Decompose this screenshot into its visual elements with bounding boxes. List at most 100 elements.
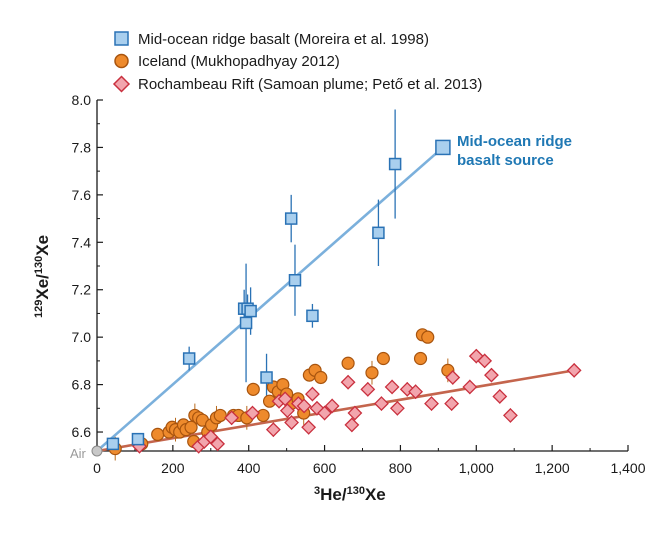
- scatter-point-mor: [244, 304, 257, 318]
- scatter-point-rochambeau: [224, 410, 240, 426]
- y-tick-label: 7.4: [72, 234, 92, 250]
- scatter-point-iceland: [256, 408, 270, 423]
- scatter-point-rochambeau: [389, 400, 405, 416]
- annotation-line-1: Mid-ocean ridge: [457, 133, 572, 150]
- scatter-point-rochambeau: [284, 415, 299, 430]
- scatter-point-rochambeau: [462, 379, 478, 395]
- scatter-point-mor: [106, 437, 120, 451]
- scatter-point-rochambeau: [265, 422, 281, 438]
- data-points: [91, 139, 582, 457]
- scatter-point-rochambeau: [408, 384, 424, 400]
- scatter-point-mor: [260, 371, 273, 384]
- legend-label-iceland: Iceland (Mukhopadhyay 2012): [138, 53, 340, 70]
- scatter-point-rochambeau: [477, 353, 493, 369]
- x-tick-label: 200: [161, 460, 185, 476]
- scatter-point-rochambeau: [503, 408, 518, 423]
- scatter-point-mor: [182, 352, 196, 365]
- annotation: Mid-ocean ridge basalt source: [457, 133, 572, 169]
- y-tick-label: 7.2: [72, 282, 92, 298]
- scatter-point-rochambeau: [360, 381, 376, 397]
- scatter-point-rochambeau: [424, 396, 439, 411]
- x-tick-label: 600: [313, 460, 337, 476]
- scatter-point-mor: [239, 316, 253, 330]
- scatter-point-rochambeau: [444, 396, 460, 411]
- scatter-point-iceland: [314, 370, 328, 385]
- y-axis-title: 129Xe/130Xe: [33, 235, 52, 318]
- scatter-point-rochambeau: [374, 396, 389, 411]
- mor-source-endpoint: [435, 139, 451, 156]
- y-tick-label: 6.6: [72, 424, 92, 440]
- scatter-point-rochambeau: [309, 400, 325, 416]
- legend: Mid-ocean ridge basalt (Moreira et al. 1…: [112, 31, 482, 93]
- scatter-point-iceland: [213, 408, 227, 423]
- scatter-point-iceland: [421, 330, 435, 344]
- y-title-sup-1: 129: [33, 300, 45, 318]
- x-title-main-1: He/: [320, 485, 347, 504]
- scatter-point-iceland: [413, 351, 428, 366]
- scatter-point-mor: [372, 226, 385, 240]
- scatter-point-rochambeau: [468, 348, 484, 364]
- y-tick-label: 6.8: [72, 377, 92, 393]
- scatter-point-rochambeau: [347, 405, 363, 421]
- scatter-point-mor: [388, 157, 402, 171]
- y-title-main-2: Xe: [33, 235, 52, 256]
- scatter-point-mor: [288, 273, 302, 287]
- scatter-point-rochambeau: [210, 436, 226, 452]
- x-tick-label: 1,000: [459, 460, 494, 476]
- scatter-point-iceland: [246, 382, 260, 396]
- trend-line: [96, 369, 575, 453]
- scatter-point-rochambeau: [317, 405, 332, 421]
- legend-marker-diamond: [112, 75, 131, 93]
- x-tick-label: 400: [237, 460, 261, 476]
- scatter-point-rochambeau: [301, 419, 317, 435]
- y-title-sup-2: 130: [33, 256, 45, 274]
- legend-marker-square: [114, 31, 129, 46]
- y-tick-label: 7.8: [72, 139, 92, 155]
- x-tick-label: 0: [93, 460, 101, 476]
- air-point: [91, 445, 103, 457]
- legend-item-mor: Mid-ocean ridge basalt (Moreira et al. 1…: [114, 31, 429, 48]
- legend-label-rochambeau: Rochambeau Rift (Samoan plume; Pető et a…: [138, 76, 482, 93]
- scatter-point-iceland: [365, 366, 379, 380]
- x-ticks: 0 200 400 600 800 1,000 1,200 1,400: [93, 445, 646, 476]
- scatter-point-mor: [306, 309, 319, 323]
- scatter-point-rochambeau: [384, 379, 400, 395]
- y-tick-label: 7.0: [72, 329, 92, 345]
- x-tick-label: 1,200: [535, 460, 570, 476]
- air-label: Air: [70, 446, 87, 461]
- scatter-point-rochambeau: [279, 403, 295, 419]
- trend-line: [96, 146, 444, 452]
- scatter-point-rochambeau: [492, 389, 508, 404]
- scatter-point-iceland: [184, 420, 198, 434]
- x-tick-label: 1,400: [610, 460, 645, 476]
- scatter-point-rochambeau: [324, 398, 340, 414]
- legend-item-iceland: Iceland (Mukhopadhyay 2012): [114, 53, 340, 70]
- x-title-sup-1: 3: [314, 485, 320, 497]
- scatter-point-rochambeau: [305, 386, 320, 402]
- scatter-point-rochambeau: [445, 370, 461, 385]
- y-tick-label: 8.0: [72, 92, 92, 108]
- scatter-point-iceland: [341, 356, 355, 370]
- scatter-point-rochambeau: [203, 429, 219, 445]
- legend-item-rochambeau: Rochambeau Rift (Samoan plume; Pető et a…: [112, 75, 482, 93]
- scatter-point-rochambeau: [344, 417, 360, 433]
- scatter-point-rochambeau: [566, 362, 582, 378]
- y-ticks: 6.6 6.8 7.0 7.2 7.4 7.6 7.8 8.0: [72, 92, 103, 440]
- scatter-point-rochambeau: [399, 381, 415, 397]
- scatter-point-rochambeau: [340, 374, 356, 390]
- scatter-point-iceland: [151, 427, 165, 441]
- scatter-point-mor: [284, 212, 298, 225]
- x-title-main-2: Xe: [365, 485, 386, 504]
- y-tick-label: 7.6: [72, 187, 92, 203]
- y-title-main-1: Xe/: [33, 274, 52, 300]
- x-tick-label: 800: [389, 460, 413, 476]
- x-axis-title: 3He/130Xe: [314, 485, 386, 504]
- scatter-point-iceland: [376, 351, 390, 366]
- scatter-point-rochambeau: [277, 391, 293, 407]
- scatter-point-rochambeau: [245, 405, 260, 421]
- scatter-point-mor: [131, 432, 145, 446]
- scatter-point-rochambeau: [296, 398, 312, 414]
- legend-marker-circle: [114, 53, 129, 69]
- annotation-line-2: basalt source: [457, 152, 554, 169]
